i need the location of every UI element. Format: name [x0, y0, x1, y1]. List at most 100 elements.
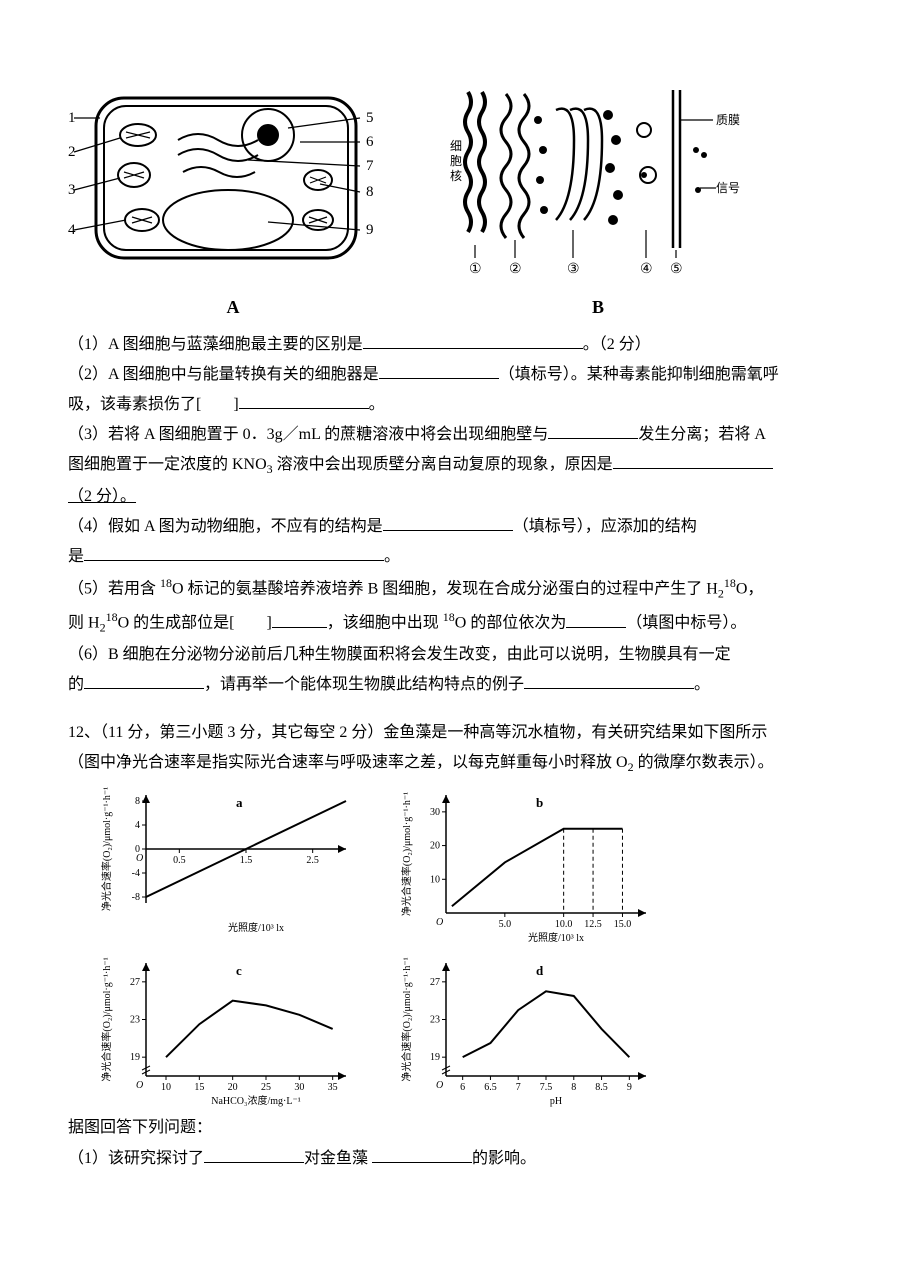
t: （1）该研究探讨了: [68, 1150, 204, 1167]
blank: [363, 332, 583, 349]
svg-text:O: O: [136, 853, 143, 864]
svg-text:净光合速率(O₂)/μmol·g⁻¹·h⁻¹: 净光合速率(O₂)/μmol·g⁻¹·h⁻¹: [400, 958, 413, 1082]
t: 的微摩尔数表示）。: [634, 754, 774, 771]
t: （填图中标号）。: [626, 615, 746, 632]
t: 。: [369, 396, 385, 413]
a-num-9: 9: [366, 222, 374, 238]
t: 溶液中会出现质壁分离自动复原的现象，原因是: [273, 456, 613, 473]
sup: 18: [106, 610, 118, 624]
a-num-6: 6: [366, 134, 374, 150]
t: 的影响。: [472, 1150, 536, 1167]
chart-c: 192327101520253035OcNaHCO₃浓度/mg·L⁻¹净光合速率…: [98, 953, 378, 1108]
q11-8: 是。: [68, 543, 860, 570]
chart-b: 1020305.010.012.515.0Ob光照度/10³ lx净光合速率(O…: [398, 785, 678, 945]
t: （图中净光合速率是指实际光合速率与呼吸速率之差，以每克鲜重每小时释放 O: [68, 754, 628, 771]
chart-a: -8-40480.51.52.5Oa光照度/10³ lx净光合速率(O₂)/μm…: [98, 785, 378, 945]
a-num-2: 2: [68, 144, 76, 160]
t: O，: [736, 581, 764, 598]
b-c5: ⑤: [670, 262, 683, 277]
q11-9: （5）若用含 18O 标记的氨基酸培养液培养 B 图细胞，发现在合成分泌蛋白的过…: [68, 573, 860, 604]
secretory-diagram-b: 质膜 信号 细 胞 核 ①: [448, 80, 748, 280]
blank: [239, 392, 369, 409]
svg-text:30: 30: [294, 1082, 304, 1093]
b-left-2: 胞: [450, 154, 462, 168]
q11-4: （3）若将 A 图细胞置于 0．3g／mL 的蔗糖溶液中将会出现细胞壁与 发生分离…: [68, 421, 860, 448]
t: 发生分离；若将 A: [638, 426, 766, 443]
svg-text:27: 27: [130, 977, 140, 988]
svg-text:7: 7: [516, 1082, 521, 1093]
sup: 18: [443, 610, 455, 624]
q11-1: （1）A 图细胞与蓝藻细胞最主要的区别是 。（2 分）: [68, 331, 860, 358]
diagram-a-label: A: [227, 292, 240, 323]
svg-text:pH: pH: [550, 1096, 562, 1107]
blank: [204, 1146, 304, 1163]
t: 吸，该毒素损伤了[ ]: [68, 396, 239, 413]
svg-text:19: 19: [130, 1053, 140, 1064]
svg-text:净光合速率(O₂)/μmol·g⁻¹·h⁻¹: 净光合速率(O₂)/μmol·g⁻¹·h⁻¹: [400, 792, 413, 916]
t: （填标号），应添加的结构: [513, 518, 697, 535]
cell-diagram-a: 1 2 3 4 5 6 7 8 9: [68, 80, 398, 280]
b-c2: ②: [509, 262, 522, 277]
t: 则 H: [68, 615, 100, 632]
blank: [272, 611, 327, 628]
q11-12: 的，请再举一个能体现生物膜此结构特点的例子。: [68, 671, 860, 698]
t-underlined: （2 分）。: [68, 488, 136, 505]
a-num-4: 4: [68, 222, 76, 238]
svg-text:12.5: 12.5: [584, 919, 602, 930]
t: 对金鱼藻: [304, 1150, 372, 1167]
t: （填标号）。某种毒素能抑制细胞需氧呼: [499, 366, 779, 383]
blank: [84, 545, 384, 562]
svg-text:光照度/10³ lx: 光照度/10³ lx: [228, 921, 284, 934]
b-c3: ③: [567, 262, 580, 277]
svg-text:10: 10: [161, 1082, 171, 1093]
svg-text:NaHCO₃浓度/mg·L⁻¹: NaHCO₃浓度/mg·L⁻¹: [211, 1094, 301, 1107]
a-num-7: 7: [366, 158, 374, 174]
svg-text:6: 6: [460, 1082, 465, 1093]
a-num-5: 5: [366, 110, 374, 126]
svg-text:20: 20: [228, 1082, 238, 1093]
q12-q1: （1）该研究探讨了 对金鱼藻 的影响。: [68, 1145, 860, 1172]
svg-text:O: O: [436, 917, 443, 928]
svg-text:1.5: 1.5: [240, 855, 253, 866]
blank: [566, 611, 626, 628]
blank: [548, 422, 638, 439]
diagram-b-label: B: [592, 292, 604, 323]
a-num-3: 3: [68, 182, 76, 198]
svg-text:c: c: [236, 963, 242, 978]
chart-grid: -8-40480.51.52.5Oa光照度/10³ lx净光合速率(O₂)/μm…: [98, 785, 860, 1108]
svg-text:15.0: 15.0: [614, 919, 632, 930]
svg-text:8.5: 8.5: [595, 1082, 608, 1093]
t: 。: [694, 676, 710, 693]
svg-text:30: 30: [430, 807, 440, 818]
t: O 的生成部位是[ ]: [118, 615, 272, 632]
b-c1: ①: [469, 262, 482, 277]
diagram-row: 1 2 3 4 5 6 7 8 9 A: [68, 80, 860, 323]
svg-text:23: 23: [430, 1015, 440, 1026]
t: 是: [68, 548, 84, 565]
svg-text:光照度/10³ lx: 光照度/10³ lx: [528, 931, 584, 944]
svg-text:d: d: [536, 963, 544, 978]
q11-11: （6）B 细胞在分泌物分泌前后几种生物膜面积将会发生改变，由此可以说明，生物膜具…: [68, 641, 860, 668]
q12-intro1: 12、（11 分，第三小题 3 分，其它每空 2 分）金鱼藻是一种高等沉水植物，…: [68, 719, 860, 746]
svg-text:O: O: [436, 1080, 443, 1091]
t: 的: [68, 676, 84, 693]
b-left-1: 细: [450, 139, 462, 153]
t: O 的部位依次为: [455, 615, 567, 632]
t: （3）若将 A 图细胞置于 0．3g／mL 的蔗糖溶液中将会出现细胞壁与: [68, 426, 548, 443]
svg-text:19: 19: [430, 1053, 440, 1064]
svg-text:8: 8: [135, 796, 140, 807]
t: O 标记的氨基酸培养液培养 B 图细胞，发现在合成分泌蛋白的过程中产生了 H: [172, 581, 718, 598]
t: （5）若用含: [68, 581, 160, 598]
t: 图细胞置于一定浓度的 KNO: [68, 456, 267, 473]
t: （2）A 图细胞中与能量转换有关的细胞器是: [68, 366, 379, 383]
svg-text:-8: -8: [132, 892, 140, 903]
svg-text:27: 27: [430, 977, 440, 988]
t: （1）A 图细胞与蓝藻细胞最主要的区别是: [68, 336, 363, 353]
q11-3: 吸，该毒素损伤了[ ] 。: [68, 391, 860, 418]
svg-text:20: 20: [430, 841, 440, 852]
svg-text:0.5: 0.5: [173, 855, 186, 866]
t: 。（2 分）: [583, 336, 651, 353]
blank: [379, 362, 499, 379]
svg-text:2.5: 2.5: [306, 855, 319, 866]
svg-text:15: 15: [194, 1082, 204, 1093]
